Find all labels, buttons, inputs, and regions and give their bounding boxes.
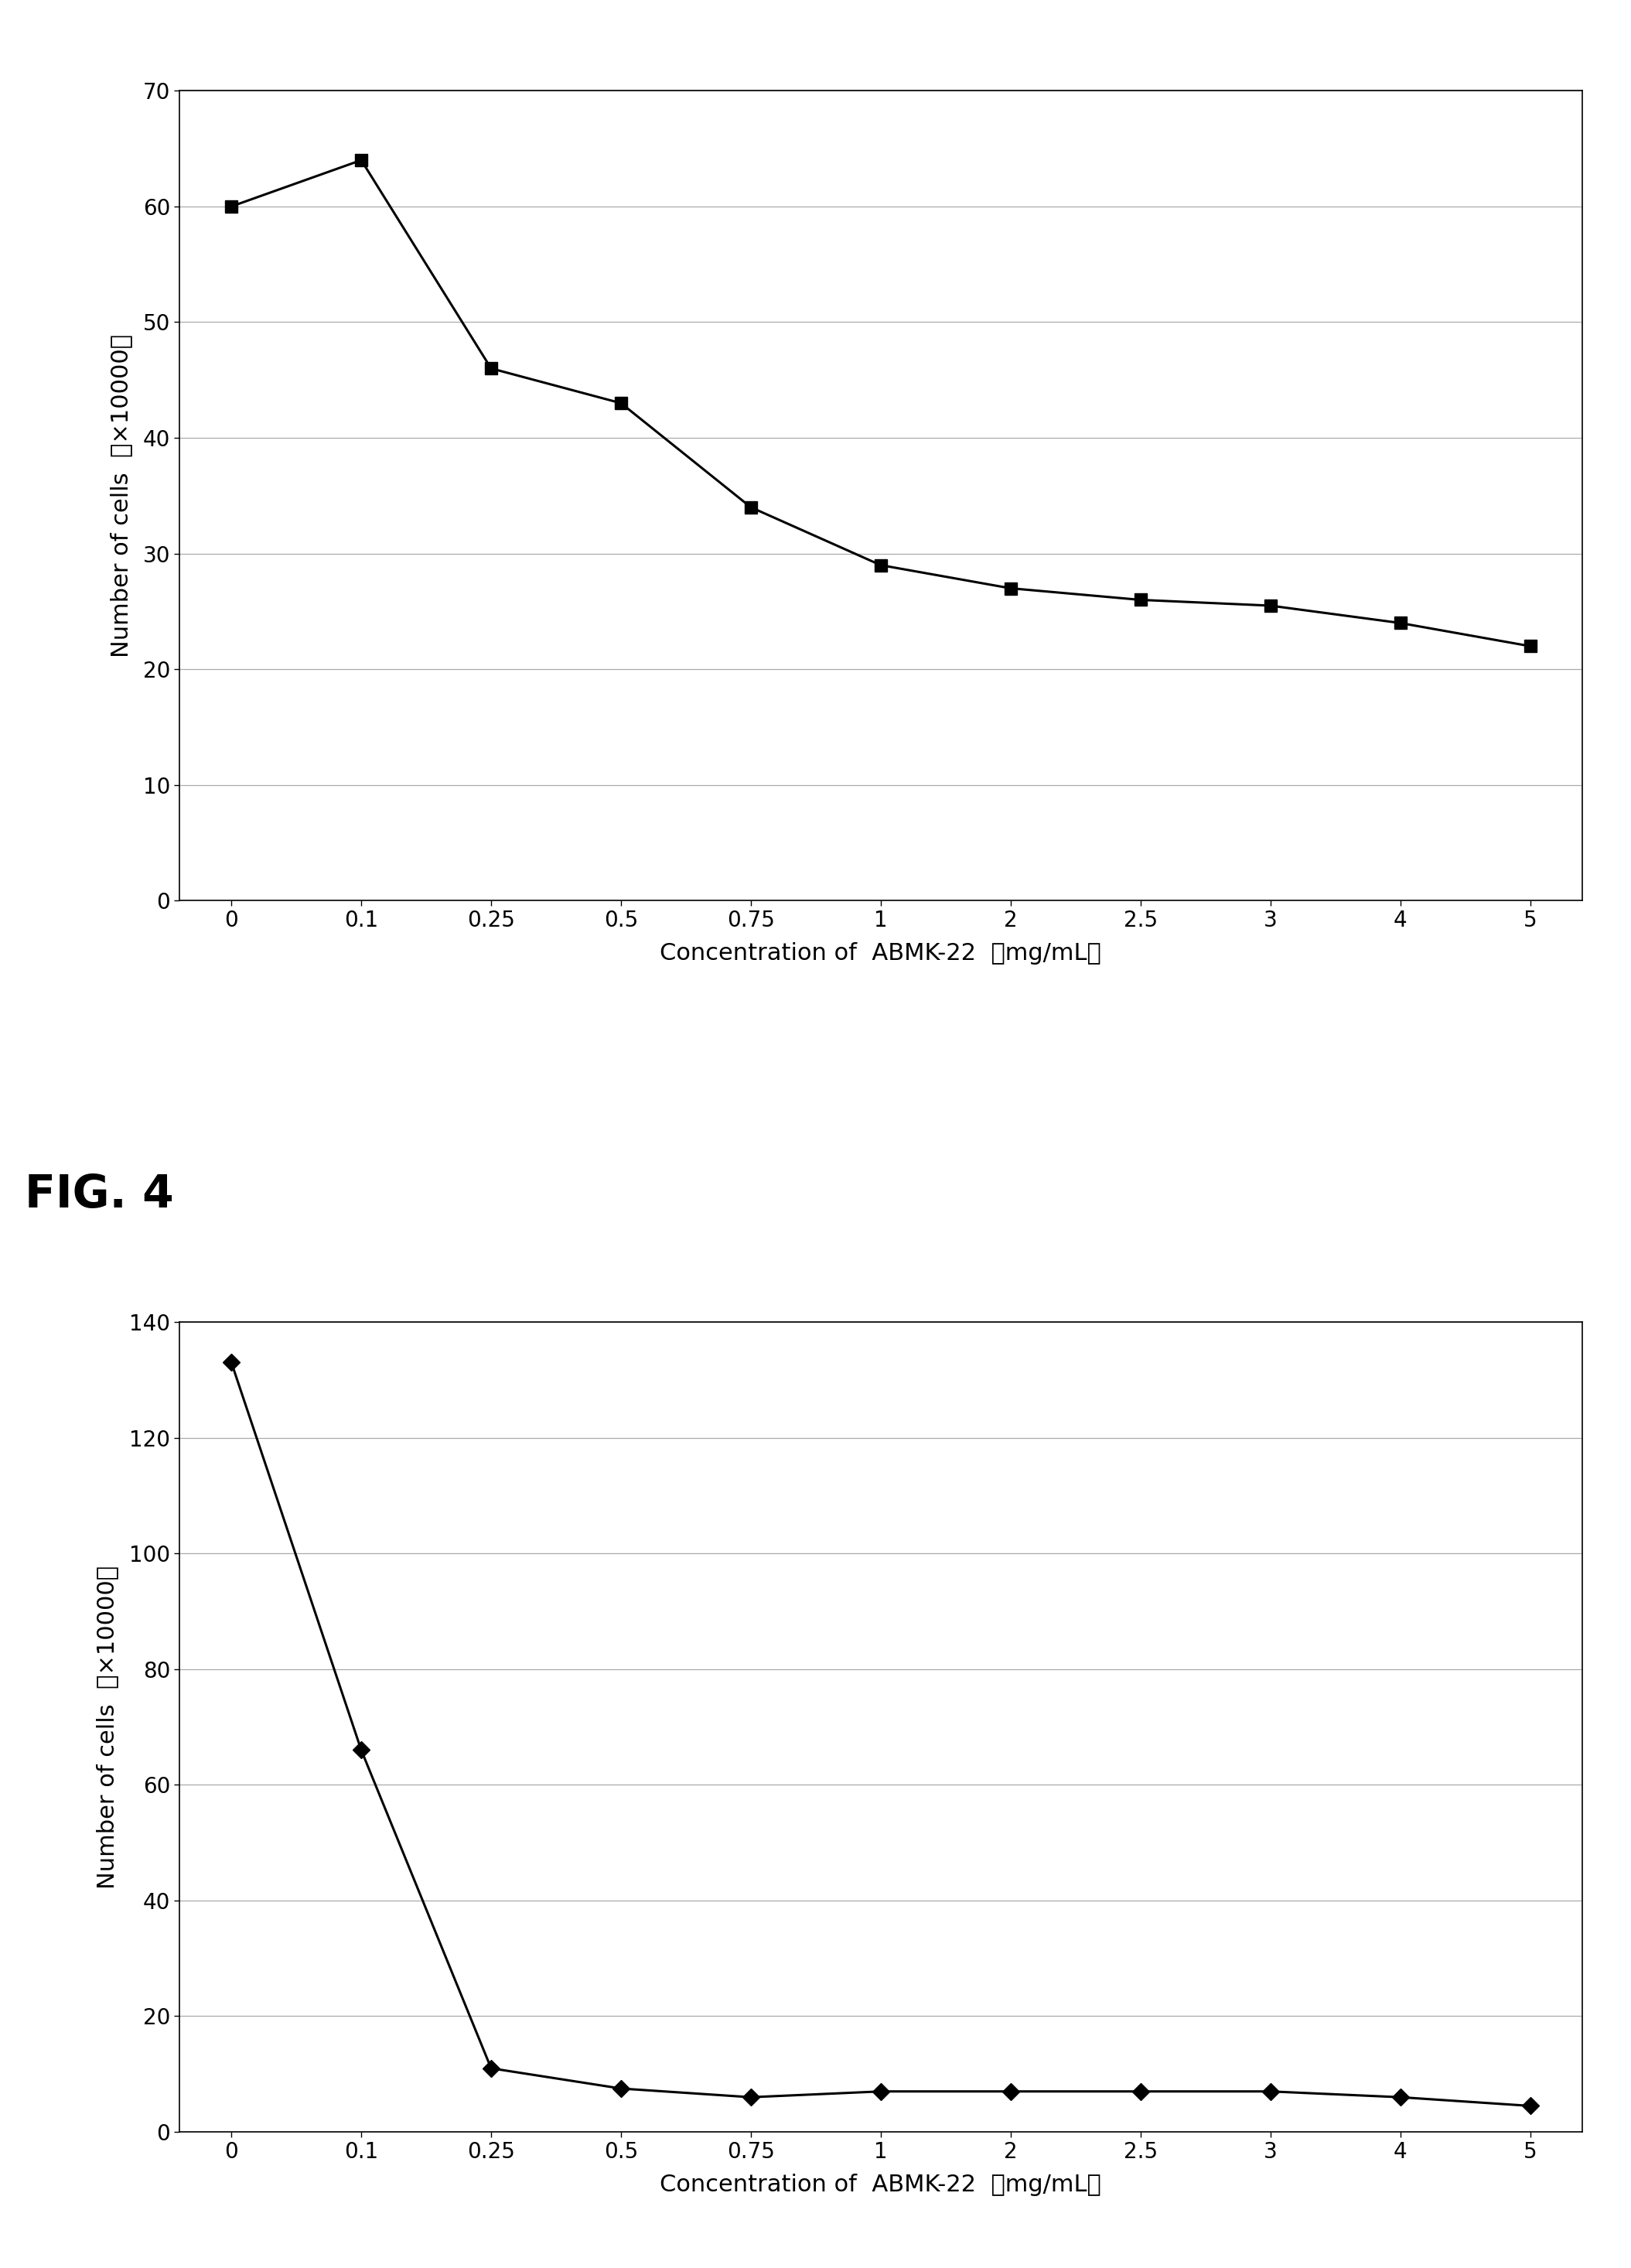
- X-axis label: Concentration of  ABMK-22  （mg/mL）: Concentration of ABMK-22 （mg/mL）: [661, 941, 1101, 964]
- Y-axis label: Number of cells  （×10000）: Number of cells （×10000）: [96, 1565, 119, 1889]
- X-axis label: Concentration of  ABMK-22  （mg/mL）: Concentration of ABMK-22 （mg/mL）: [661, 2173, 1101, 2195]
- Text: FIG. 4: FIG. 4: [24, 1173, 175, 1216]
- Y-axis label: Number of cells  （×10000）: Number of cells （×10000）: [109, 333, 132, 658]
